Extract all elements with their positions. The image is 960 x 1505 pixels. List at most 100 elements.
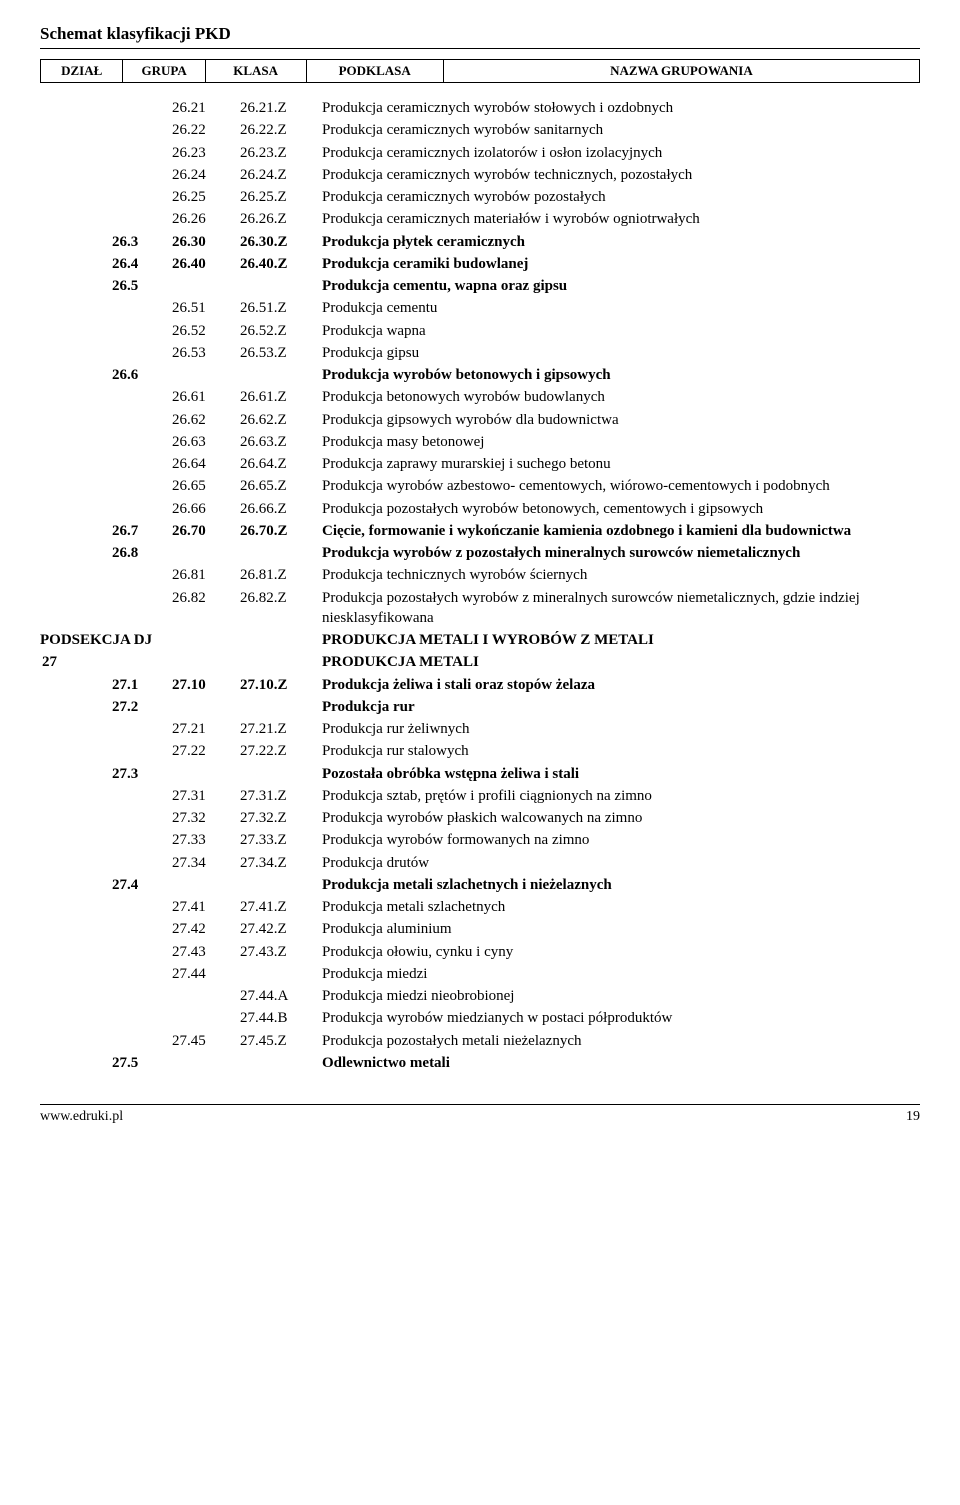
col-nazwa: NAZWA GRUPOWANIA: [443, 60, 919, 83]
table-row: 27.44.BProdukcja wyrobów miedzianych w p…: [40, 1007, 920, 1029]
cell-podklasa: 26.62.Z: [240, 410, 322, 430]
col-podklasa: PODKLASA: [306, 60, 443, 83]
cell-podklasa: 26.61.Z: [240, 387, 322, 407]
cell-klasa: 26.70: [172, 521, 240, 541]
cell-klasa: 27.10: [172, 675, 240, 695]
cell-nazwa: Produkcja pozostałych metali nieżelaznyc…: [322, 1031, 920, 1051]
col-dzial: DZIAŁ: [41, 60, 123, 83]
table-row: 26.2326.23.ZProdukcja ceramicznych izola…: [40, 142, 920, 164]
cell-nazwa: Produkcja ceramicznych wyrobów techniczn…: [322, 165, 920, 185]
cell-klasa: 26.64: [172, 454, 240, 474]
cell-nazwa: Produkcja sztab, prętów i profili ciągni…: [322, 786, 920, 806]
cell-klasa: 26.40: [172, 254, 240, 274]
cell-klasa: 26.30: [172, 232, 240, 252]
cell-nazwa: Produkcja gipsowych wyrobów dla budownic…: [322, 410, 920, 430]
cell-klasa: 27.33: [172, 830, 240, 850]
cell-podklasa: 26.25.Z: [240, 187, 322, 207]
table-row: 26.8226.82.ZProdukcja pozostałych wyrobó…: [40, 587, 920, 630]
cell-klasa: 27.42: [172, 919, 240, 939]
table-row: 27.2127.21.ZProdukcja rur żeliwnych: [40, 718, 920, 740]
cell-nazwa: Produkcja żeliwa i stali oraz stopów żel…: [322, 675, 920, 695]
cell-grupa: 27.5: [112, 1053, 172, 1073]
cell-klasa: 26.81: [172, 565, 240, 585]
cell-podklasa: 26.21.Z: [240, 98, 322, 118]
cell-nazwa: Produkcja ołowiu, cynku i cyny: [322, 942, 920, 962]
cell-klasa: 26.53: [172, 343, 240, 363]
cell-podklasa: 26.51.Z: [240, 298, 322, 318]
cell-podklasa: 26.66.Z: [240, 499, 322, 519]
table-row: 27.44Produkcja miedzi: [40, 963, 920, 985]
cell-klasa: 26.52: [172, 321, 240, 341]
cell-klasa: 26.62: [172, 410, 240, 430]
cell-nazwa: PRODUKCJA METALI: [322, 652, 920, 672]
table-row: 26.2126.21.ZProdukcja ceramicznych wyrob…: [40, 97, 920, 119]
cell-grupa: 27.4: [112, 875, 172, 895]
cell-nazwa: Odlewnictwo metali: [322, 1053, 920, 1073]
table-row: 26.726.7026.70.ZCięcie, formowanie i wyk…: [40, 520, 920, 542]
cell-nazwa: Produkcja aluminium: [322, 919, 920, 939]
table-row: 26.5326.53.ZProdukcja gipsu: [40, 342, 920, 364]
table-row: 26.6226.62.ZProdukcja gipsowych wyrobów …: [40, 409, 920, 431]
cell-nazwa: Produkcja wyrobów miedzianych w postaci …: [322, 1008, 920, 1028]
cell-podklasa: 27.10.Z: [240, 675, 322, 695]
footer: www.edruki.pl 19: [40, 1104, 920, 1125]
cell-nazwa: Produkcja wyrobów formowanych na zimno: [322, 830, 920, 850]
cell-nazwa: Produkcja masy betonowej: [322, 432, 920, 452]
table-row: 27.4127.41.ZProdukcja metali szlachetnyc…: [40, 896, 920, 918]
cell-klasa: 26.82: [172, 588, 240, 608]
header-table: DZIAŁ GRUPA KLASA PODKLASA NAZWA GRUPOWA…: [40, 59, 920, 83]
table-row: PODSEKCJA DJPRODUKCJA METALI I WYROBÓW Z…: [40, 629, 920, 651]
table-row: 26.326.3026.30.ZProdukcja płytek ceramic…: [40, 231, 920, 253]
cell-klasa: 27.34: [172, 853, 240, 873]
cell-podklasa: 27.21.Z: [240, 719, 322, 739]
cell-nazwa: Produkcja ceramicznych materiałów i wyro…: [322, 209, 920, 229]
cell-nazwa: Produkcja wyrobów z pozostałych mineraln…: [322, 543, 920, 563]
cell-nazwa: Produkcja rur: [322, 697, 920, 717]
cell-nazwa: Produkcja ceramicznych wyrobów stołowych…: [322, 98, 920, 118]
table-row: 26.6526.65.ZProdukcja wyrobów azbestowo-…: [40, 475, 920, 497]
cell-nazwa: Produkcja gipsu: [322, 343, 920, 363]
cell-nazwa: Produkcja cementu: [322, 298, 920, 318]
cell-grupa: 27.1: [112, 675, 172, 695]
cell-podklasa: 27.44.A: [240, 986, 322, 1006]
cell-grupa: 26.8: [112, 543, 172, 563]
cell-nazwa: Produkcja wyrobów azbestowo- cementowych…: [322, 476, 920, 496]
content-rows: 26.2126.21.ZProdukcja ceramicznych wyrob…: [40, 97, 920, 1074]
table-row: 27.3427.34.ZProdukcja drutów: [40, 852, 920, 874]
cell-dzial: 27: [40, 652, 112, 672]
cell-nazwa: Produkcja miedzi nieobrobionej: [322, 986, 920, 1006]
table-row: 27.3227.32.ZProdukcja wyrobów płaskich w…: [40, 807, 920, 829]
cell-podklasa: 26.81.Z: [240, 565, 322, 585]
cell-klasa: 27.43: [172, 942, 240, 962]
cell-podklasa: 27.22.Z: [240, 741, 322, 761]
cell-klasa: 26.26: [172, 209, 240, 229]
table-row: 27.4227.42.ZProdukcja aluminium: [40, 918, 920, 940]
cell-klasa: 26.21: [172, 98, 240, 118]
cell-klasa: 27.45: [172, 1031, 240, 1051]
cell-nazwa: Produkcja drutów: [322, 853, 920, 873]
cell-nazwa: PRODUKCJA METALI I WYROBÓW Z METALI: [322, 630, 920, 650]
table-row: 26.426.4026.40.ZProdukcja ceramiki budow…: [40, 253, 920, 275]
cell-klasa: 26.24: [172, 165, 240, 185]
table-row: 27.44.AProdukcja miedzi nieobrobionej: [40, 985, 920, 1007]
cell-nazwa: Produkcja betonowych wyrobów budowlanych: [322, 387, 920, 407]
cell-nazwa: Produkcja cementu, wapna oraz gipsu: [322, 276, 920, 296]
table-row: 26.5Produkcja cementu, wapna oraz gipsu: [40, 275, 920, 297]
cell-klasa: 26.23: [172, 143, 240, 163]
cell-podklasa: 26.23.Z: [240, 143, 322, 163]
cell-grupa: 26.6: [112, 365, 172, 385]
cell-nazwa: Produkcja ceramicznych izolatorów i osło…: [322, 143, 920, 163]
cell-grupa: 26.7: [112, 521, 172, 541]
cell-klasa: 27.41: [172, 897, 240, 917]
cell-podklasa: 27.43.Z: [240, 942, 322, 962]
cell-podklasa: 26.40.Z: [240, 254, 322, 274]
cell-nazwa: Produkcja miedzi: [322, 964, 920, 984]
cell-podklasa: 27.33.Z: [240, 830, 322, 850]
table-row: 27.2227.22.ZProdukcja rur stalowych: [40, 740, 920, 762]
cell-nazwa: Produkcja metali szlachetnych: [322, 897, 920, 917]
table-row: 27.4327.43.ZProdukcja ołowiu, cynku i cy…: [40, 941, 920, 963]
cell-podklasa: 27.42.Z: [240, 919, 322, 939]
cell-nazwa: Produkcja pozostałych wyrobów betonowych…: [322, 499, 920, 519]
cell-nazwa: Produkcja zaprawy murarskiej i suchego b…: [322, 454, 920, 474]
cell-klasa: 26.51: [172, 298, 240, 318]
